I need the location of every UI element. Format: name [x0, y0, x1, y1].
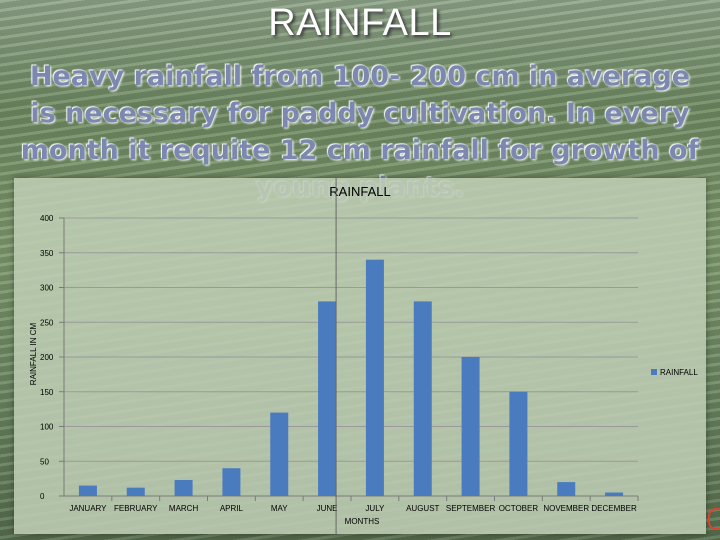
bar-may [270, 412, 289, 496]
x-tick-label: JANUARY [69, 504, 107, 513]
x-tick-label: JULY [365, 504, 385, 513]
bar-november [557, 482, 576, 496]
bar-september [461, 357, 480, 496]
x-tick-label: OCTOBER [499, 504, 539, 513]
legend-label: RAINFALL [660, 368, 698, 377]
x-tick-label: MARCH [169, 504, 199, 513]
x-tick-label: SEPTEMBER [446, 504, 496, 513]
y-tick-label: 50 [40, 457, 49, 466]
bar-february [126, 487, 145, 496]
corner-mark-icon [708, 508, 720, 530]
legend-swatch [651, 369, 657, 375]
y-tick-label: 200 [40, 353, 54, 362]
chart-panel: RAINFALL 0 50 100 150 200 250 300 350 400 JANUAR… [14, 178, 706, 534]
bar-july [365, 259, 384, 496]
bar-october [509, 391, 528, 496]
y-tick-label: 0 [40, 492, 45, 501]
bars [78, 259, 624, 496]
bar-december [605, 492, 624, 496]
slide-subtitle: Heavy rainfall from 100- 200 cm in avera… [20, 61, 700, 203]
y-tick-label: 100 [40, 423, 54, 432]
legend: RAINFALL [651, 368, 698, 377]
x-tick-label: FEBRUARY [114, 504, 158, 513]
x-tick-label: JUNE [317, 504, 338, 513]
y-tick-label: 250 [40, 318, 54, 327]
bar-august [413, 301, 432, 496]
y-tick-label: 400 [40, 214, 54, 223]
x-tick-label: DECEMBER [591, 504, 637, 513]
bar-april [222, 468, 241, 496]
bar-march [174, 480, 193, 496]
bar-january [78, 485, 97, 496]
x-tick-label: AUGUST [406, 504, 439, 513]
y-tick-label: 300 [40, 284, 54, 293]
x-tick-label: NOVEMBER [543, 504, 589, 513]
gridlines [59, 217, 638, 497]
x-tick-label: MAY [271, 504, 288, 513]
y-tick-label: 150 [40, 388, 54, 397]
x-axis-label: MONTHS [345, 517, 380, 526]
rainfall-chart: RAINFALL 0 50 100 150 200 250 300 350 400 JANUAR… [29, 178, 698, 534]
chart-title: RAINFALL [329, 184, 390, 199]
slide-title: RAINFALL [268, 2, 452, 44]
x-axis-ticks: JANUARY FEBRUARY MARCH APRIL MAY JUNE JULY AUGU… [69, 496, 639, 513]
y-axis-ticks: 0 50 100 150 200 250 300 350 400 [40, 214, 54, 501]
y-tick-label: 350 [40, 249, 54, 258]
x-tick-label: APRIL [220, 504, 244, 513]
y-axis-label: RAINFALL IN CM [29, 322, 38, 385]
bar-june [318, 301, 337, 496]
